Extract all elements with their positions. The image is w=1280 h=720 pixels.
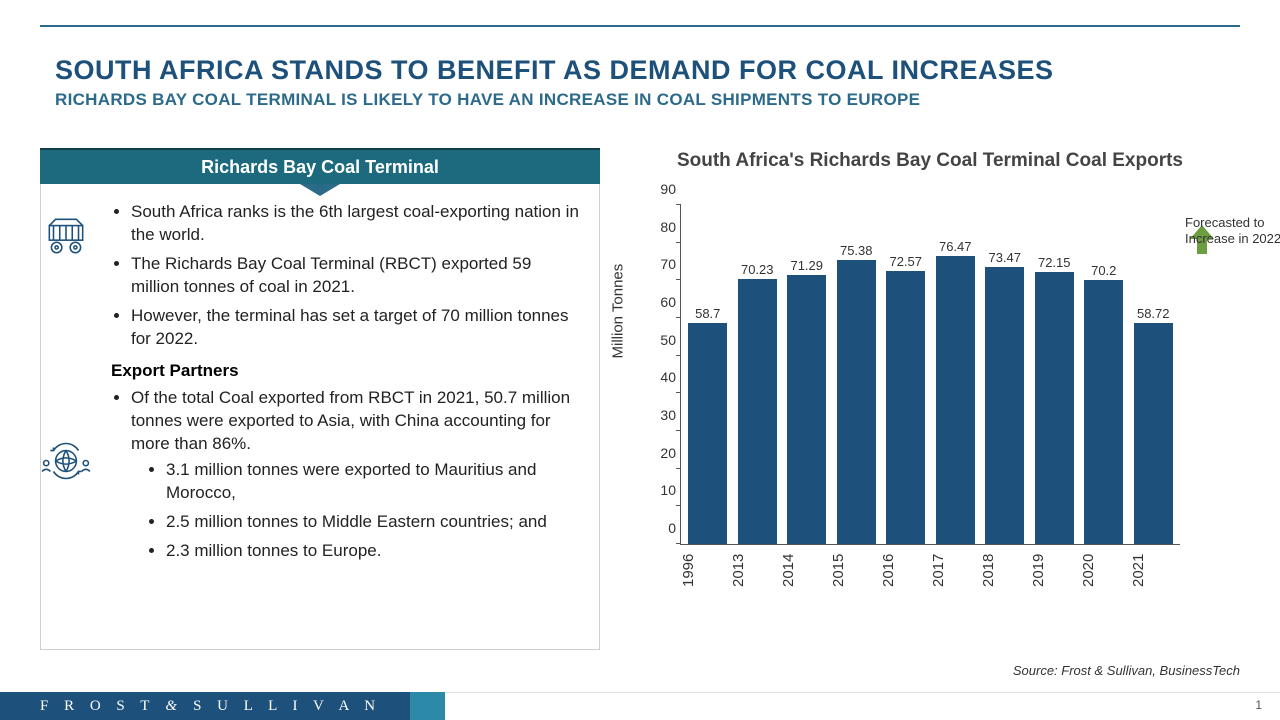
forecast-note: Forecasted to Increase in 2022. xyxy=(1185,215,1280,246)
headline-block: SOUTH AFRICA STANDS TO BENEFIT AS DEMAND… xyxy=(55,55,1225,110)
footer-accent xyxy=(410,692,445,720)
content-row: Richards Bay Coal Terminal xyxy=(40,150,1240,650)
y-tick-mark xyxy=(676,204,681,205)
y-tick-mark xyxy=(676,392,681,393)
bars-container: 58.7 70.23 71.29 75.38 72.57 76.47 73.47 72.15 7… xyxy=(681,205,1180,544)
bar-rect xyxy=(1035,272,1074,544)
bar-rect xyxy=(1134,323,1173,544)
y-tick-mark xyxy=(676,468,681,469)
x-tick-label: 2014 xyxy=(780,550,830,590)
x-tick-label: 2021 xyxy=(1130,550,1180,590)
x-tick-label: 2020 xyxy=(1080,550,1130,590)
footer-brand: F R O S T & S U L L I V A N xyxy=(0,692,410,720)
y-tick-label: 60 xyxy=(641,294,676,310)
chart-title: South Africa's Richards Bay Coal Termina… xyxy=(620,150,1240,172)
y-tick-mark xyxy=(676,355,681,356)
list-item: 2.3 million tonnes to Europe. xyxy=(166,540,579,563)
y-tick-label: 0 xyxy=(641,520,676,536)
bar-rect xyxy=(787,275,826,544)
y-tick-label: 70 xyxy=(641,256,676,272)
bar-rect xyxy=(985,267,1024,544)
top-divider xyxy=(40,25,1240,27)
bullet-list-top: South Africa ranks is the 6th largest co… xyxy=(131,201,579,351)
y-tick-mark xyxy=(676,317,681,318)
footer: F R O S T & S U L L I V A N 1 xyxy=(0,692,1280,720)
sub-bullet-list: 3.1 million tonnes were exported to Maur… xyxy=(166,459,579,563)
brand-right: S U L L I V A N xyxy=(193,698,381,715)
y-tick-mark xyxy=(676,543,681,544)
bar-value-label: 75.38 xyxy=(840,243,873,258)
y-tick-label: 50 xyxy=(641,332,676,348)
bar-column: 71.29 xyxy=(782,205,832,544)
chevron-down-icon xyxy=(300,184,340,196)
y-tick-label: 40 xyxy=(641,369,676,385)
y-tick-label: 80 xyxy=(641,219,676,235)
y-tick-mark xyxy=(676,279,681,280)
y-axis-label: Million Tonnes xyxy=(610,264,627,359)
bar-value-label: 76.47 xyxy=(939,239,972,254)
bar-value-label: 70.23 xyxy=(741,262,774,277)
y-tick-mark xyxy=(676,505,681,506)
bar-rect xyxy=(688,323,727,544)
panel-header: Richards Bay Coal Terminal xyxy=(40,150,600,184)
brand-amp: & xyxy=(165,698,183,715)
list-item-text: Of the total Coal exported from RBCT in … xyxy=(131,388,570,453)
source-citation: Source: Frost & Sullivan, BusinessTech xyxy=(1013,663,1240,678)
list-item: Of the total Coal exported from RBCT in … xyxy=(131,387,579,564)
bar-column: 72.15 xyxy=(1030,205,1080,544)
y-tick-label: 30 xyxy=(641,407,676,423)
bar-column: 70.2 xyxy=(1079,205,1129,544)
x-tick-label: 1996 xyxy=(680,550,730,590)
bar-value-label: 70.2 xyxy=(1091,263,1116,278)
bar-value-label: 72.15 xyxy=(1038,255,1071,270)
bar-column: 73.47 xyxy=(980,205,1030,544)
x-tick-label: 2015 xyxy=(830,550,880,590)
x-tick-label: 2017 xyxy=(930,550,980,590)
bar-chart: 58.7 70.23 71.29 75.38 72.57 76.47 73.47 72.15 7… xyxy=(680,205,1180,585)
list-item: 3.1 million tonnes were exported to Maur… xyxy=(166,459,579,505)
bar-column: 72.57 xyxy=(881,205,931,544)
y-tick-label: 20 xyxy=(641,445,676,461)
bar-value-label: 58.72 xyxy=(1137,306,1170,321)
globe-people-icon xyxy=(36,431,96,491)
bar-value-label: 71.29 xyxy=(790,258,823,273)
y-tick-mark xyxy=(676,242,681,243)
x-labels: 1996201320142015201620172018201920202021 xyxy=(680,550,1180,590)
bar-column: 58.7 xyxy=(683,205,733,544)
bar-rect xyxy=(738,279,777,544)
subhead-export-partners: Export Partners xyxy=(111,361,579,381)
plot-area: 58.7 70.23 71.29 75.38 72.57 76.47 73.47 72.15 7… xyxy=(680,205,1180,545)
list-item: The Richards Bay Coal Terminal (RBCT) ex… xyxy=(131,253,579,299)
bar-rect xyxy=(1084,280,1123,544)
coal-cart-icon xyxy=(36,206,96,266)
page-number: 1 xyxy=(1255,698,1262,712)
list-item: However, the terminal has set a target o… xyxy=(131,305,579,351)
bullet-list-bottom: Of the total Coal exported from RBCT in … xyxy=(131,387,579,564)
bar-value-label: 72.57 xyxy=(889,254,922,269)
bar-column: 70.23 xyxy=(733,205,783,544)
footer-rest: 1 xyxy=(445,692,1280,720)
brand-left: F R O S T xyxy=(40,698,155,715)
bar-column: 76.47 xyxy=(931,205,981,544)
y-tick-label: 90 xyxy=(641,181,676,197)
chart-panel: South Africa's Richards Bay Coal Termina… xyxy=(610,150,1240,650)
x-tick-label: 2018 xyxy=(980,550,1030,590)
x-tick-label: 2016 xyxy=(880,550,930,590)
left-panel: Richards Bay Coal Terminal xyxy=(40,150,600,650)
y-tick-label: 10 xyxy=(641,482,676,498)
x-tick-label: 2013 xyxy=(730,550,780,590)
page-subtitle: RICHARDS BAY COAL TERMINAL IS LIKELY TO … xyxy=(55,90,1225,110)
page-title: SOUTH AFRICA STANDS TO BENEFIT AS DEMAND… xyxy=(55,55,1225,86)
x-tick-label: 2019 xyxy=(1030,550,1080,590)
bar-column: 75.38 xyxy=(832,205,882,544)
list-item: 2.5 million tonnes to Middle Eastern cou… xyxy=(166,511,579,534)
bar-value-label: 58.7 xyxy=(695,306,720,321)
y-tick-mark xyxy=(676,430,681,431)
bar-column: 58.72 xyxy=(1129,205,1179,544)
bar-rect xyxy=(837,260,876,544)
bar-rect xyxy=(936,256,975,544)
list-item: South Africa ranks is the 6th largest co… xyxy=(131,201,579,247)
bar-rect xyxy=(886,271,925,544)
bar-value-label: 73.47 xyxy=(988,250,1021,265)
